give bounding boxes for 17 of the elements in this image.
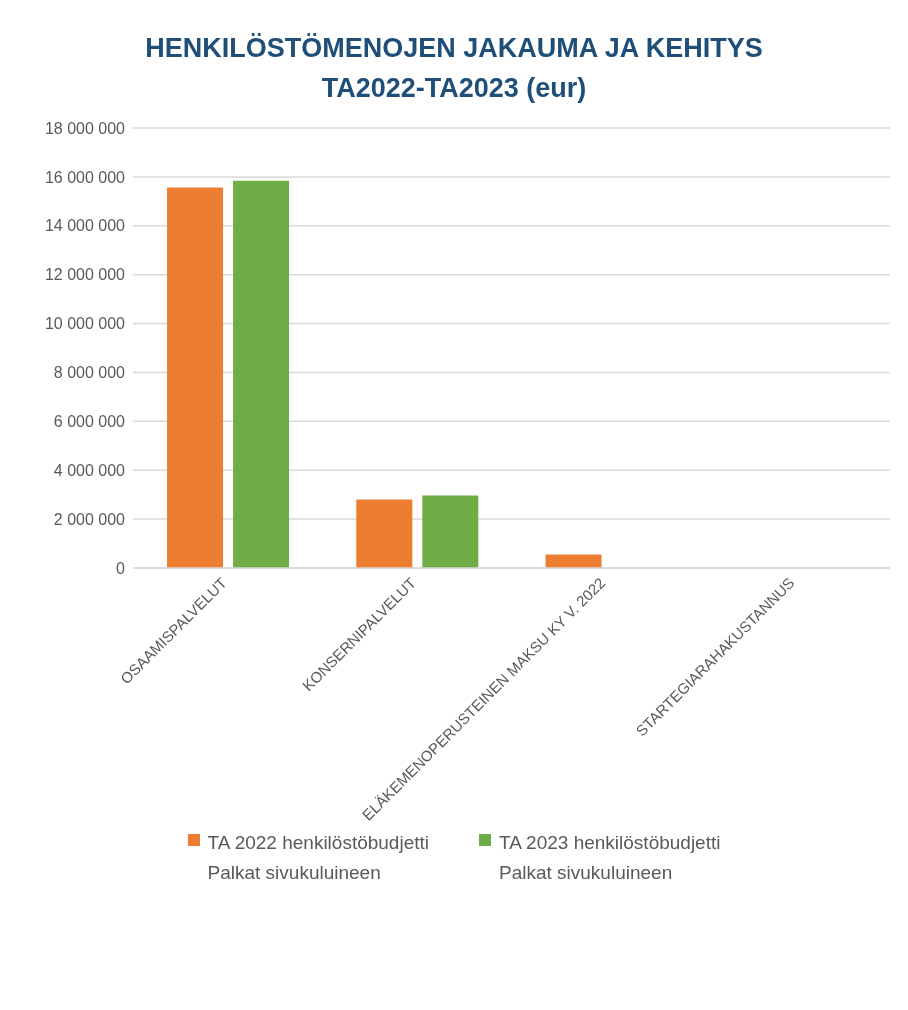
y-tick-label: 6 000 000 xyxy=(53,413,126,431)
chart-title: HENKILÖSTÖMENOJEN JAKAUMA JA KEHITYS TA2022-TA2023 (eur) xyxy=(144,32,764,105)
y-tick-label: 14 000 000 xyxy=(44,217,126,235)
y-tick-label: 8 000 000 xyxy=(53,364,126,382)
y-tick-label: 4 000 000 xyxy=(53,461,126,479)
y-tick-label: 10 000 000 xyxy=(44,315,126,333)
bar xyxy=(167,187,224,568)
legend-label: TA 2023 henkilöstöbudjetti Palkat sivukuluineen xyxy=(499,831,721,885)
y-tick-label: 18 000 000 xyxy=(44,119,126,137)
y-tick-label: 2 000 000 xyxy=(53,510,126,528)
legend-label: TA 2022 henkilöstöbudjetti Palkat sivukuluineen xyxy=(207,831,429,885)
y-tick-label: 16 000 000 xyxy=(44,168,126,186)
bar xyxy=(422,495,479,568)
y-tick-label: 12 000 000 xyxy=(44,266,126,284)
bar xyxy=(356,499,413,568)
bar xyxy=(233,180,290,568)
y-tick-label: 0 xyxy=(116,559,126,577)
